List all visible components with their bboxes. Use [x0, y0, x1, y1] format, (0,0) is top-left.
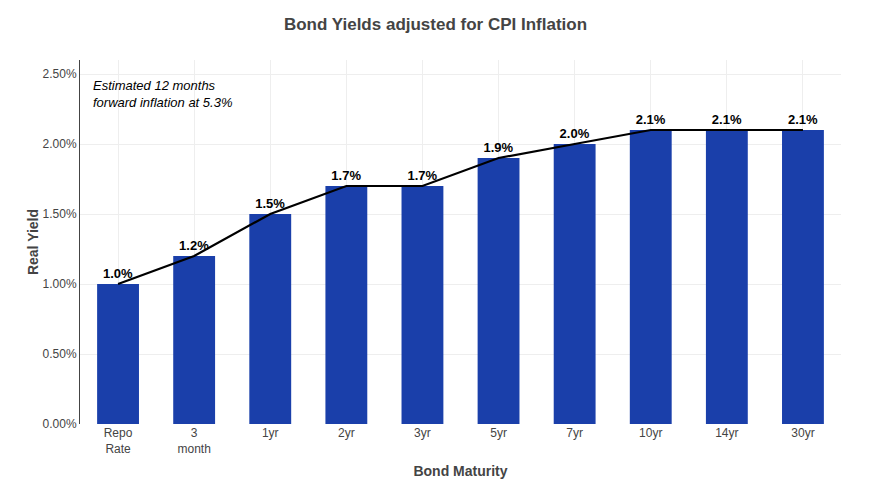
svg-text:1.9%: 1.9% — [484, 140, 514, 155]
svg-text:10yr: 10yr — [639, 426, 662, 440]
svg-text:30yr: 30yr — [791, 426, 814, 440]
svg-text:1yr: 1yr — [262, 426, 279, 440]
svg-text:0.50%: 0.50% — [43, 347, 77, 361]
svg-text:2.1%: 2.1% — [788, 112, 818, 127]
svg-text:2.50%: 2.50% — [43, 67, 77, 81]
svg-text:7yr: 7yr — [566, 426, 583, 440]
svg-text:1.7%: 1.7% — [331, 168, 361, 183]
svg-text:Estimated 12 monthsforward inf: Estimated 12 monthsforward inflation at … — [93, 78, 232, 110]
svg-text:5yr: 5yr — [490, 426, 507, 440]
svg-text:1.00%: 1.00% — [43, 277, 77, 291]
svg-text:2.0%: 2.0% — [560, 126, 590, 141]
svg-text:1.50%: 1.50% — [43, 207, 77, 221]
svg-text:1.0%: 1.0% — [103, 266, 133, 281]
svg-text:2yr: 2yr — [338, 426, 355, 440]
svg-text:1.5%: 1.5% — [255, 196, 285, 211]
svg-text:0.00%: 0.00% — [43, 417, 77, 431]
svg-text:14yr: 14yr — [715, 426, 738, 440]
svg-text:2.00%: 2.00% — [43, 137, 77, 151]
svg-text:1.2%: 1.2% — [179, 238, 209, 253]
svg-text:3yr: 3yr — [414, 426, 431, 440]
svg-text:Bond Maturity: Bond Maturity — [413, 463, 507, 479]
svg-text:RepoRate: RepoRate — [104, 426, 133, 456]
svg-text:Bond Yields adjusted for CPI I: Bond Yields adjusted for CPI Inflation — [284, 15, 587, 34]
svg-text:Real Yield: Real Yield — [25, 209, 41, 275]
svg-text:2.1%: 2.1% — [636, 112, 666, 127]
svg-text:1.7%: 1.7% — [407, 168, 437, 183]
svg-text:2.1%: 2.1% — [712, 112, 742, 127]
svg-text:3month: 3month — [177, 426, 210, 456]
